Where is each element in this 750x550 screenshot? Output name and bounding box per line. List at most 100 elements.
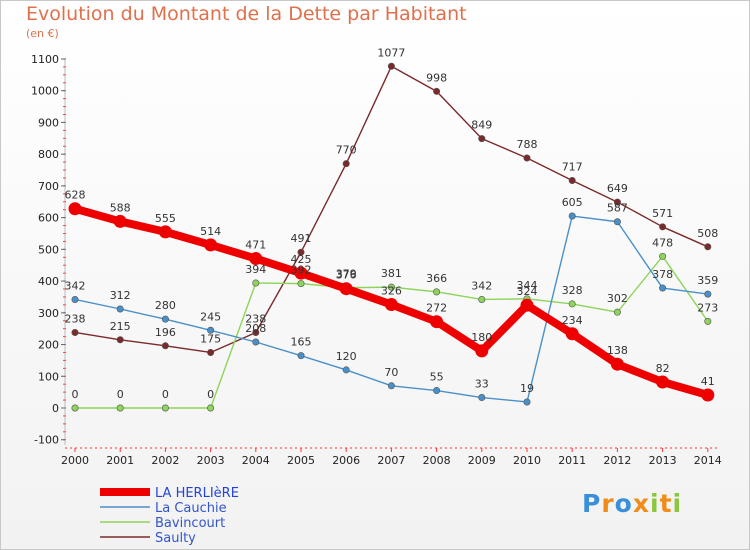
data-label: 379 bbox=[336, 268, 357, 281]
data-label: 120 bbox=[336, 350, 357, 363]
data-point bbox=[116, 305, 124, 313]
data-label: 998 bbox=[426, 71, 447, 84]
data-label: 344 bbox=[517, 279, 538, 292]
data-label: 280 bbox=[155, 299, 176, 312]
data-label: 0 bbox=[117, 388, 124, 401]
logo-letter: P bbox=[582, 489, 602, 518]
y-tick-label: 200 bbox=[38, 339, 59, 352]
data-point bbox=[68, 202, 82, 216]
proxiti-logo: Proxiti bbox=[582, 489, 682, 518]
data-point bbox=[207, 326, 215, 334]
data-label: 234 bbox=[562, 314, 583, 327]
data-point bbox=[161, 315, 169, 323]
data-point bbox=[294, 266, 308, 280]
x-tick-label: 2009 bbox=[468, 454, 496, 467]
x-tick-label: 2006 bbox=[332, 454, 360, 467]
data-point bbox=[613, 308, 621, 316]
data-label: 378 bbox=[652, 268, 673, 281]
data-point bbox=[523, 398, 531, 406]
data-label: 208 bbox=[245, 322, 266, 335]
data-label: 478 bbox=[652, 236, 673, 249]
data-label: 555 bbox=[155, 212, 176, 225]
chart-title: Evolution du Montant de la Dette par Hab… bbox=[26, 3, 467, 25]
data-label: 0 bbox=[72, 388, 79, 401]
data-point bbox=[384, 298, 398, 312]
data-point bbox=[71, 295, 79, 303]
x-tick-label: 2001 bbox=[106, 454, 134, 467]
data-point bbox=[387, 62, 395, 70]
data-label: 381 bbox=[381, 267, 402, 280]
logo-letter: r bbox=[601, 489, 615, 518]
data-label: 312 bbox=[110, 289, 131, 302]
data-point bbox=[475, 344, 489, 358]
data-point bbox=[704, 290, 712, 298]
data-point bbox=[659, 284, 667, 292]
data-label: 328 bbox=[562, 284, 583, 297]
data-label: 0 bbox=[207, 388, 214, 401]
data-point bbox=[659, 223, 667, 231]
data-point bbox=[116, 336, 124, 344]
logo-letter: i bbox=[672, 489, 683, 518]
data-label: 605 bbox=[562, 196, 583, 209]
data-label: 717 bbox=[562, 160, 583, 173]
x-tick-label: 2004 bbox=[242, 454, 270, 467]
data-point bbox=[161, 342, 169, 350]
data-point bbox=[523, 154, 531, 162]
data-point bbox=[297, 352, 305, 360]
data-label: 392 bbox=[291, 264, 312, 277]
data-label: 41 bbox=[701, 375, 715, 388]
y-tick-label: 300 bbox=[38, 307, 59, 320]
data-point bbox=[252, 338, 260, 346]
data-point bbox=[704, 317, 712, 325]
data-label: 376 bbox=[336, 269, 357, 282]
data-point bbox=[339, 282, 353, 296]
data-label: 788 bbox=[517, 138, 538, 151]
data-point bbox=[656, 375, 670, 389]
data-label: 366 bbox=[426, 272, 447, 285]
data-point bbox=[204, 238, 218, 252]
data-label: 215 bbox=[110, 320, 131, 333]
data-label: 1077 bbox=[377, 46, 405, 59]
data-point bbox=[478, 394, 486, 402]
y-tick-label: 100 bbox=[38, 370, 59, 383]
data-label: 571 bbox=[652, 207, 673, 220]
logo-letter: o bbox=[614, 489, 633, 518]
chart-unit-label: (en €) bbox=[26, 27, 59, 40]
x-tick-label: 2011 bbox=[558, 454, 586, 467]
x-tick-label: 2008 bbox=[423, 454, 451, 467]
data-label: 514 bbox=[200, 225, 221, 238]
data-label: 19 bbox=[520, 382, 534, 395]
data-point bbox=[568, 212, 576, 220]
data-label: 33 bbox=[475, 378, 489, 391]
data-point bbox=[568, 176, 576, 184]
y-tick-label: 900 bbox=[38, 116, 59, 129]
x-tick-label: 2014 bbox=[694, 454, 722, 467]
data-label: 175 bbox=[200, 332, 221, 345]
legend-label: Saulty bbox=[155, 531, 196, 546]
data-label: 272 bbox=[426, 302, 447, 315]
data-point bbox=[297, 280, 305, 288]
x-tick-label: 2007 bbox=[377, 454, 405, 467]
data-point bbox=[565, 327, 579, 341]
data-point bbox=[252, 328, 260, 336]
data-point bbox=[701, 388, 715, 402]
data-label: 238 bbox=[245, 312, 266, 325]
data-label: 508 bbox=[697, 227, 718, 240]
data-point bbox=[207, 404, 215, 412]
legend-label: La Cauchie bbox=[155, 501, 227, 516]
data-label: 770 bbox=[336, 144, 357, 157]
y-tick-label: 600 bbox=[38, 212, 59, 225]
data-label: 342 bbox=[471, 279, 492, 292]
data-label: 359 bbox=[697, 274, 718, 287]
data-point bbox=[433, 387, 441, 395]
y-tick-label: 800 bbox=[38, 148, 59, 161]
data-point bbox=[704, 243, 712, 251]
data-point bbox=[71, 328, 79, 336]
data-point bbox=[568, 300, 576, 308]
data-point bbox=[478, 135, 486, 143]
data-point bbox=[387, 382, 395, 390]
data-point bbox=[433, 288, 441, 296]
data-label: 587 bbox=[607, 202, 628, 215]
